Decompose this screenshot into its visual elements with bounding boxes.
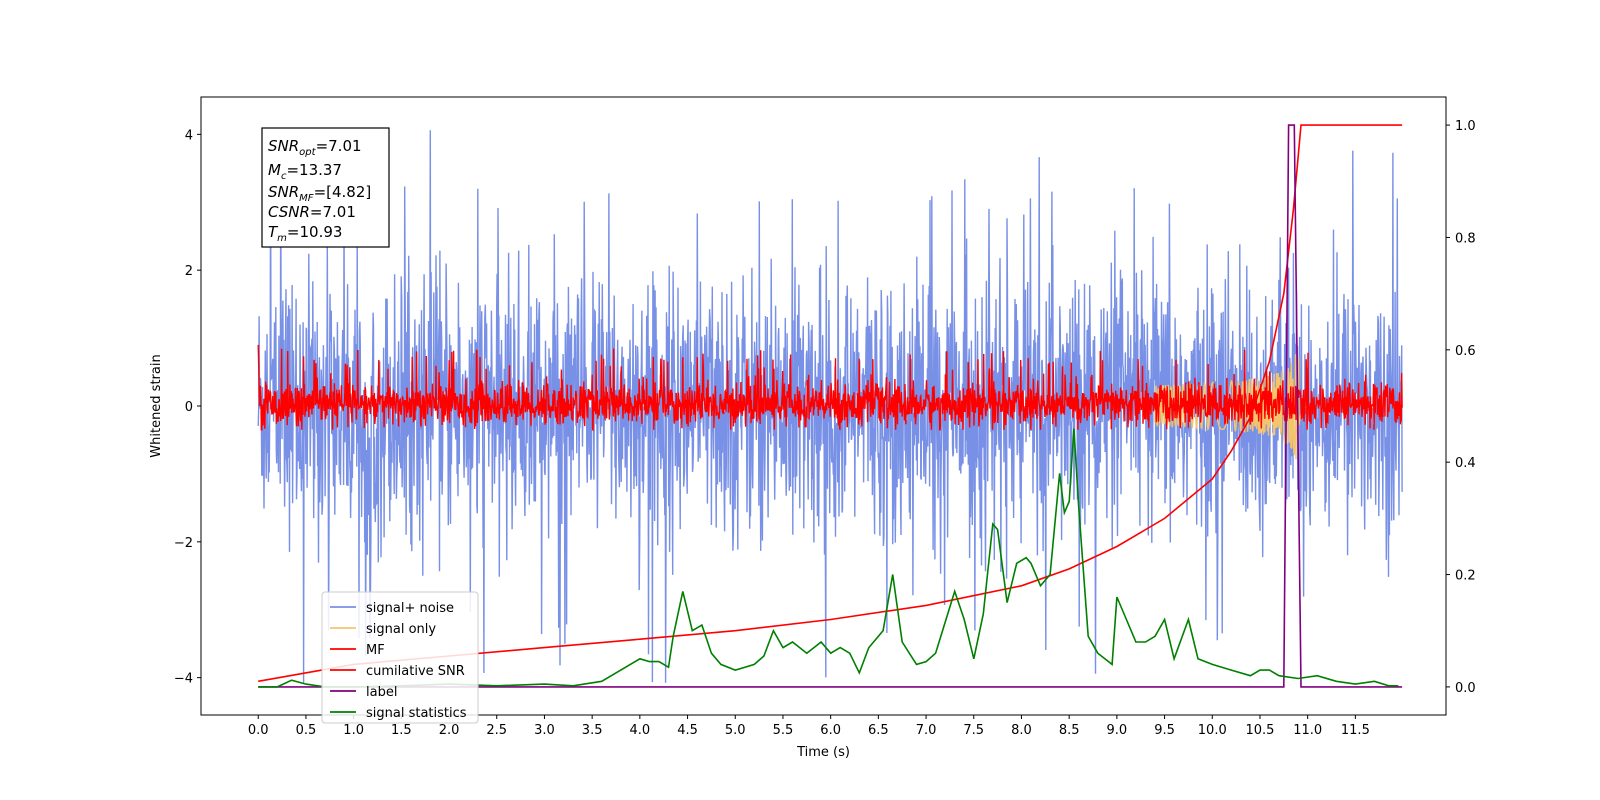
legend-label: cumilative SNR (366, 664, 465, 679)
y-axis-label: Whitened strain (149, 354, 164, 457)
cumulative-snr-line (258, 124, 1403, 683)
plot-area (257, 124, 1403, 688)
y-right-tick-label: 0.8 (1455, 231, 1476, 246)
annotation-snr-mf: SNRMF=[4.82] (268, 183, 371, 204)
annotation-snr-opt: SNRopt=7.01 (268, 137, 362, 158)
y-left-tick-label: 4 (185, 128, 193, 143)
legend-items: signal+ noise signal only MF cumilative SNR… (330, 601, 467, 721)
legend-frame (321, 591, 479, 724)
annotation-tm: Tm=10.93 (268, 223, 342, 244)
x-tick-label: 9.5 (1154, 723, 1175, 738)
x-tick-label: 6.5 (868, 723, 889, 738)
y-right-tick-label: 0.4 (1455, 456, 1476, 471)
y-axis-left-ticks: −4 −2 0 2 4 (174, 128, 201, 687)
signal-statistics-line (258, 428, 1399, 688)
y-left-tick-label: 2 (185, 264, 193, 279)
legend-label: signal statistics (366, 706, 467, 721)
x-tick-label: 9.0 (1107, 723, 1128, 738)
noise-line (257, 130, 1403, 683)
x-axis-ticks: 0.0 0.5 1.0 1.5 2.0 2.5 3.0 3.5 4.0 4.5 5.0 5.5 6.0 6… (248, 715, 1370, 738)
mf-line (257, 344, 1403, 432)
x-axis-label: Time (s) (796, 745, 850, 760)
stats-annotation-box: SNRopt=7.01 Mc=13.37 SNRMF=[4.82] CSNR=7… (261, 127, 390, 248)
y-right-tick-label: 0.2 (1455, 569, 1476, 584)
x-tick-label: 11.5 (1341, 723, 1370, 738)
y-axis-right-ticks: 0.0 0.2 0.4 0.6 0.8 1.0 (1446, 119, 1476, 696)
legend-label: MF (366, 643, 385, 658)
x-tick-label: 3.5 (582, 723, 603, 738)
x-tick-label: 1.5 (391, 723, 412, 738)
x-tick-label: 0.5 (296, 723, 317, 738)
x-tick-label: 11.0 (1293, 723, 1322, 738)
x-tick-label: 7.0 (916, 723, 937, 738)
x-tick-label: 10.5 (1245, 723, 1274, 738)
signal-plus-noise-series (257, 130, 1403, 683)
signal-statistics-series (258, 428, 1399, 688)
x-tick-label: 1.0 (343, 723, 364, 738)
annotation-frame (261, 127, 390, 248)
x-tick-label: 2.0 (439, 723, 460, 738)
x-tick-label: 2.5 (486, 723, 507, 738)
mf-series (257, 344, 1403, 432)
annotation-csnr: CSNR=7.01 (268, 203, 356, 221)
x-tick-label: 3.0 (534, 723, 555, 738)
x-tick-label: 8.5 (1059, 723, 1080, 738)
label-line (258, 124, 1403, 688)
legend-label: signal+ noise (366, 601, 454, 616)
y-right-tick-label: 0.0 (1455, 681, 1476, 696)
x-tick-label: 5.0 (725, 723, 746, 738)
y-left-tick-label: −4 (174, 672, 193, 687)
x-tick-label: 6.0 (820, 723, 841, 738)
y-right-tick-label: 0.6 (1455, 344, 1476, 359)
x-tick-label: 4.0 (630, 723, 651, 738)
label-series (258, 124, 1403, 688)
cumulative-snr-series (258, 124, 1403, 683)
x-tick-label: 0.0 (248, 723, 269, 738)
legend: signal+ noise signal only MF cumilative SNR… (321, 591, 479, 724)
y-left-tick-label: 0 (185, 400, 193, 415)
x-tick-label: 5.5 (773, 723, 794, 738)
x-tick-label: 4.5 (677, 723, 698, 738)
x-tick-label: 10.0 (1198, 723, 1227, 738)
x-tick-label: 7.5 (963, 723, 984, 738)
legend-label: label (366, 685, 397, 700)
y-left-tick-label: −2 (174, 536, 193, 551)
legend-label: signal only (366, 622, 436, 637)
annotation-mc: Mc=13.37 (268, 161, 342, 182)
x-tick-label: 8.0 (1011, 723, 1032, 738)
y-right-tick-label: 1.0 (1455, 119, 1476, 134)
